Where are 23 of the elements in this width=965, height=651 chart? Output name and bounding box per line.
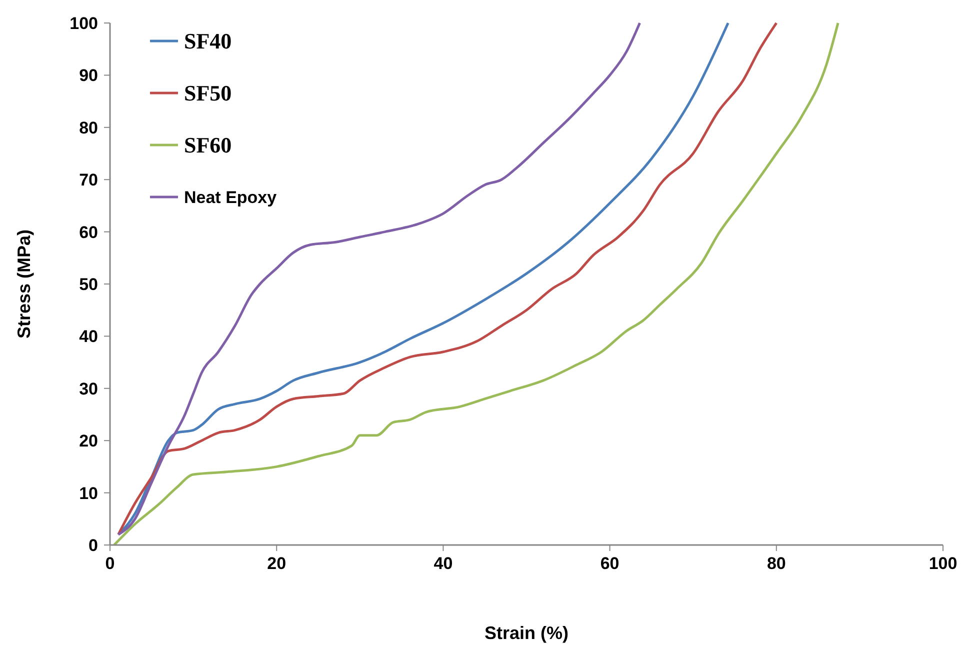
y-tick-label: 0 <box>88 536 98 555</box>
legend-label: Neat Epoxy <box>184 188 278 207</box>
x-tick-label: 100 <box>928 554 958 573</box>
y-tick-label: 50 <box>79 274 98 294</box>
x-tick-label: 60 <box>600 554 620 573</box>
y-tick-label: 100 <box>70 14 98 33</box>
y-tick-label: 90 <box>79 66 98 86</box>
y-tick-label: 10 <box>79 484 98 503</box>
y-tick-label: 70 <box>79 170 98 190</box>
y-tick-label: 60 <box>79 222 98 242</box>
y-axis-title: Stress (MPa) <box>14 229 34 339</box>
x-axis-title: Strain (%) <box>484 623 569 643</box>
x-tick-label: 80 <box>766 554 786 573</box>
y-tick-label: 80 <box>79 118 98 138</box>
y-tick-label: 30 <box>79 379 98 398</box>
legend-label: SF50 <box>184 80 232 106</box>
y-tick-label: 20 <box>79 432 98 451</box>
y-tick-label: 40 <box>79 327 98 346</box>
x-tick-label: 40 <box>434 554 453 573</box>
legend-label: SF40 <box>184 28 232 54</box>
legend-label: SF60 <box>184 132 232 158</box>
x-tick-label: 20 <box>267 554 286 573</box>
x-tick-label: 0 <box>105 554 115 573</box>
